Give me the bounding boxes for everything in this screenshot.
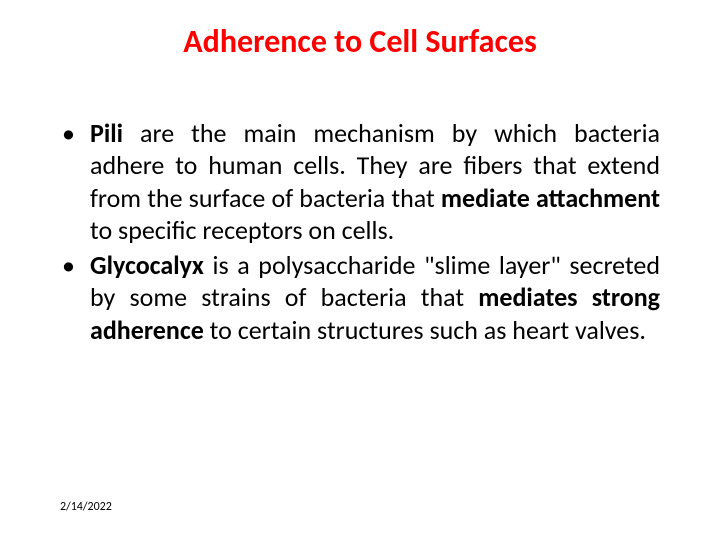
text-span: to specific receptors on cells. [90, 214, 394, 246]
bullet-list: Pili are the main mechanism by which bac… [60, 117, 660, 347]
list-item: Glycocalyx is a polysaccharide "slime la… [60, 249, 660, 347]
slide: Adherence to Cell Surfaces Pili are the … [0, 0, 720, 540]
list-item: Pili are the main mechanism by which bac… [60, 117, 660, 247]
text-span: to certain structures such as heart valv… [210, 314, 646, 346]
footer-date: 2/14/2022 [60, 500, 112, 514]
text-span: Pili [90, 117, 140, 149]
slide-title: Adherence to Cell Surfaces [60, 24, 660, 61]
text-span: mediate attachment [441, 182, 660, 214]
text-span: Glycocalyx [90, 249, 212, 281]
